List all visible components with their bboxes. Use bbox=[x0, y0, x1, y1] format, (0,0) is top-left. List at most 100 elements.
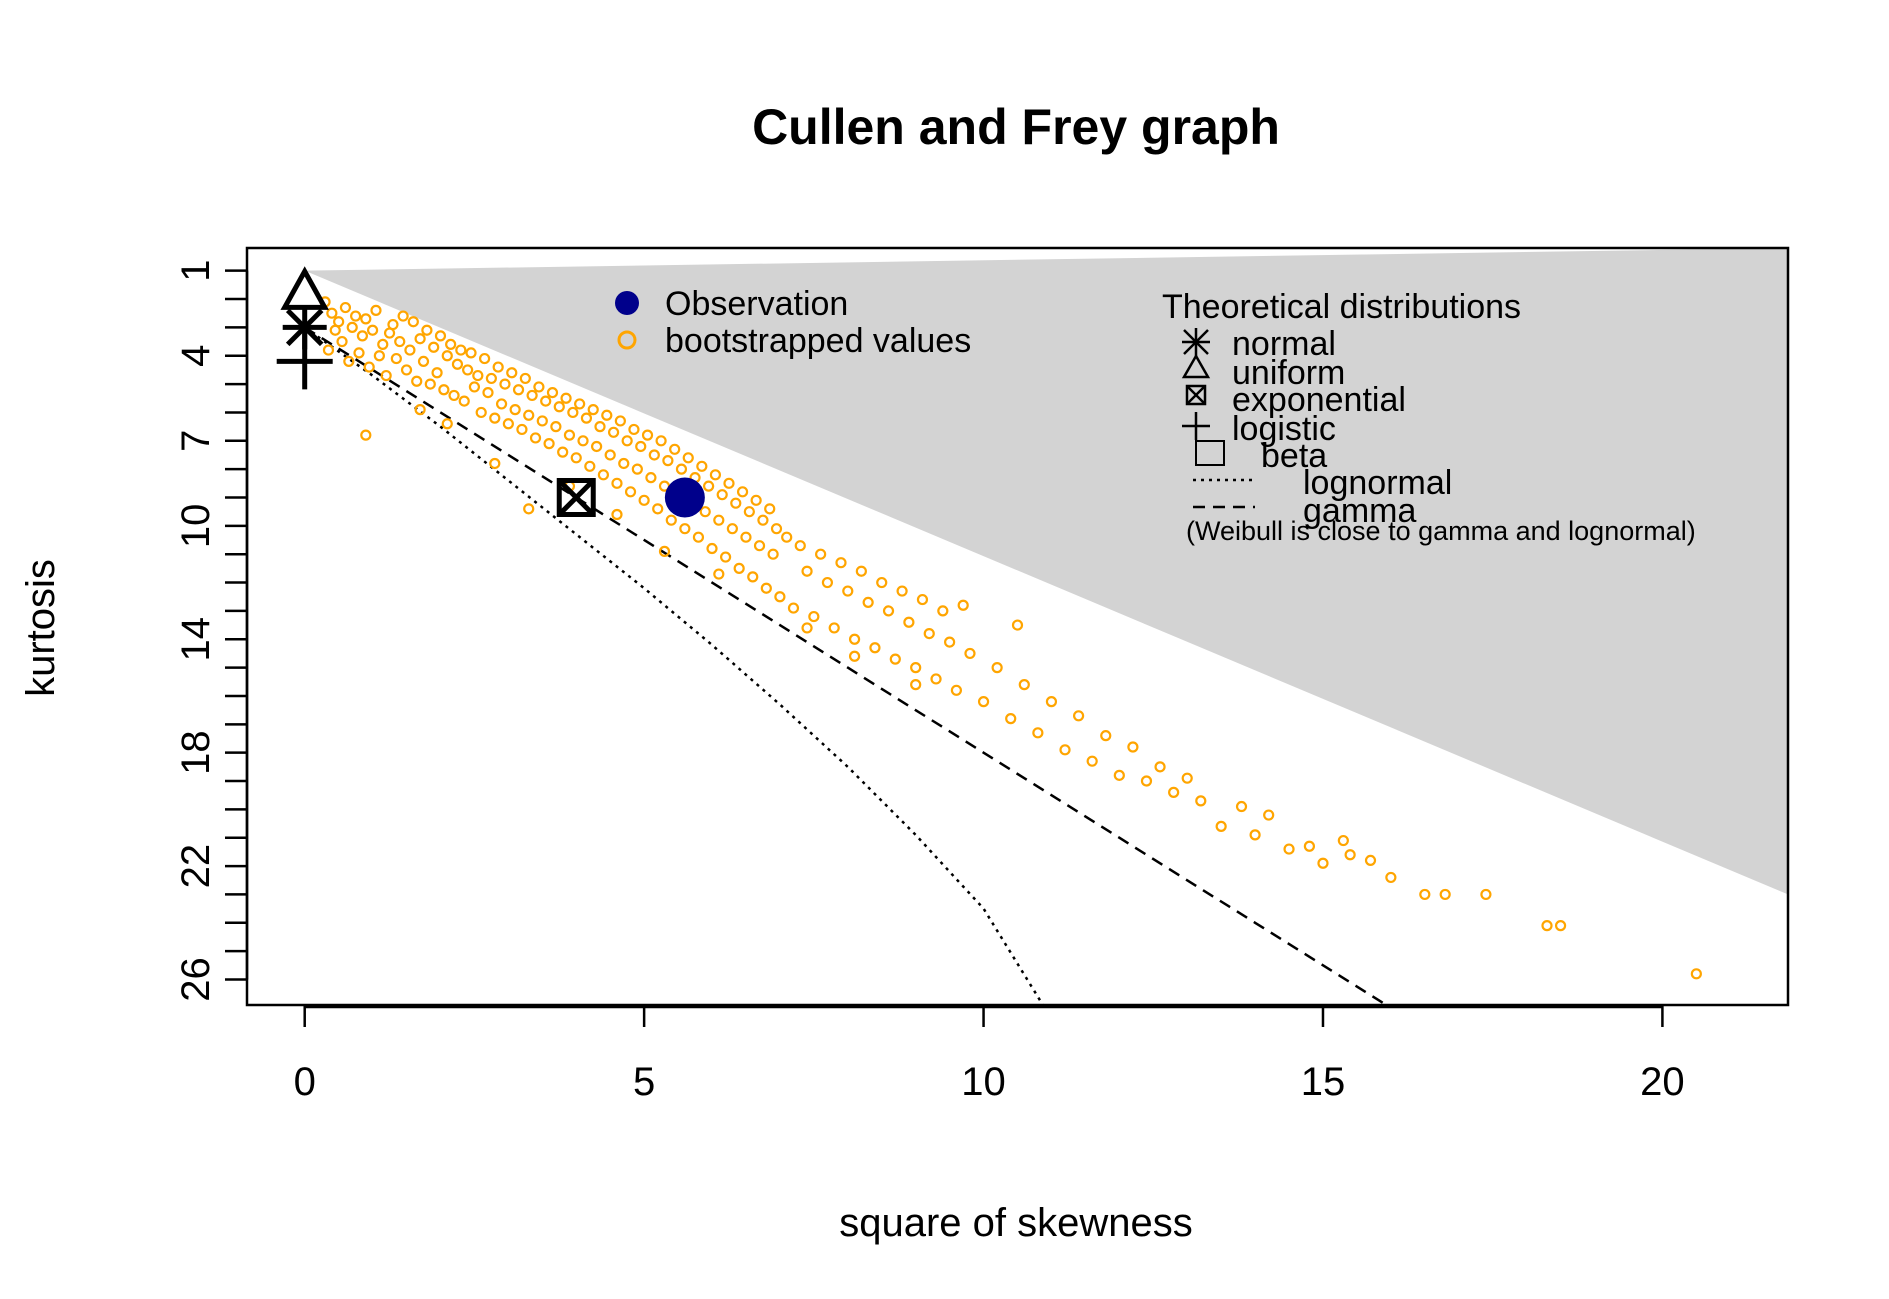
bootstrap-point bbox=[438, 384, 450, 396]
bootstrap-point bbox=[516, 423, 528, 436]
bootstrap-point bbox=[441, 350, 453, 362]
bootstrap-point bbox=[533, 381, 545, 393]
bootstrap-point bbox=[550, 421, 562, 433]
bootstrap-point bbox=[1303, 840, 1316, 852]
bootstrap-point bbox=[903, 616, 915, 628]
legend-theoretical-title: Theoretical distributions bbox=[1162, 288, 1521, 326]
bootstrap-point bbox=[648, 449, 660, 461]
bootstrap-point bbox=[618, 457, 630, 470]
bootstrap-point bbox=[774, 591, 786, 603]
bootstrap-point bbox=[363, 361, 375, 373]
bootstrap-point bbox=[709, 469, 722, 481]
bootstrap-point bbox=[896, 585, 908, 597]
bootstrap-point bbox=[506, 367, 518, 379]
bootstrap-point bbox=[977, 696, 990, 708]
bootstrap-point bbox=[682, 452, 694, 464]
bootstrap-point bbox=[1317, 857, 1329, 869]
bootstrap-point bbox=[387, 318, 399, 331]
bootstrap-point bbox=[770, 523, 783, 535]
bootstrap-point bbox=[753, 540, 766, 552]
bootstrap-point bbox=[1127, 741, 1139, 753]
bootstrap-point bbox=[964, 647, 976, 660]
bootstrap-point bbox=[614, 415, 626, 427]
bootstrap-point bbox=[1364, 854, 1377, 867]
gamma-line bbox=[304, 326, 1389, 1005]
bootstrap-point bbox=[787, 602, 800, 614]
bootstrap-point bbox=[760, 582, 772, 594]
bootstrap-point bbox=[889, 653, 901, 665]
bootstrap-point bbox=[828, 622, 840, 634]
theoretical-marks bbox=[276, 266, 596, 517]
bootstrap-point bbox=[546, 386, 559, 399]
bootstrap-point bbox=[930, 673, 942, 685]
theoretical-uniform-mark bbox=[280, 266, 329, 310]
bootstrap-point bbox=[655, 435, 667, 447]
bootstrap-point bbox=[801, 622, 813, 634]
bootstrap-point bbox=[1385, 871, 1397, 884]
bootstrap-point bbox=[652, 503, 664, 515]
theoretical-logistic-mark bbox=[276, 333, 333, 390]
bootstrap-point bbox=[553, 401, 565, 413]
bootstrap-point bbox=[1480, 888, 1492, 901]
bootstrap-point bbox=[397, 310, 409, 322]
bootstrap-point bbox=[567, 406, 579, 419]
bootstrap-point bbox=[597, 469, 609, 481]
bootstrap-point bbox=[333, 316, 345, 328]
bootstrap-point bbox=[485, 372, 497, 385]
bootstrap-point bbox=[509, 404, 521, 416]
x-tick-label: 0 bbox=[294, 1060, 316, 1104]
theoretical-exponential-mark bbox=[556, 477, 596, 517]
bootstrap-point bbox=[584, 460, 596, 472]
bootstrap-point bbox=[781, 531, 793, 543]
bootstrap-point bbox=[350, 310, 362, 322]
bootstrap-point bbox=[536, 415, 548, 427]
bootstrap-point bbox=[743, 506, 755, 518]
bootstrap-point bbox=[1005, 713, 1017, 725]
bootstrap-point bbox=[611, 508, 623, 521]
bootstrap-point bbox=[848, 633, 861, 645]
bootstrap-point bbox=[815, 548, 827, 560]
bootstrap-point bbox=[390, 352, 402, 365]
bootstrap-point bbox=[855, 565, 867, 577]
bootstrap-point bbox=[360, 313, 372, 325]
bootstrap-point bbox=[862, 596, 874, 609]
bootstrap-point bbox=[757, 514, 769, 526]
bootstrap-point bbox=[1215, 820, 1227, 832]
legend-weibull-note: (Weibull is close to gamma and lognormal… bbox=[1186, 516, 1696, 546]
bootstrap-point bbox=[1283, 843, 1295, 855]
bootstrap-point bbox=[448, 389, 460, 402]
bootstrap-point bbox=[611, 477, 623, 489]
bootstrap-point bbox=[478, 352, 491, 365]
bootstrap-point bbox=[645, 472, 657, 484]
bootstrap-point bbox=[726, 523, 738, 535]
bootstrap-point bbox=[1344, 849, 1356, 861]
bootstrap-point bbox=[526, 389, 538, 402]
bootstrap-point bbox=[431, 367, 443, 379]
bootstrap-point bbox=[716, 489, 728, 501]
bootstrap-point bbox=[455, 344, 467, 356]
bootstrap-point bbox=[336, 335, 348, 348]
bootstrap-point bbox=[750, 494, 762, 506]
bootstrap-point bbox=[719, 551, 732, 563]
bootstrap-point bbox=[937, 605, 949, 617]
bootstrap-point bbox=[434, 330, 447, 342]
bootstrap-point bbox=[1235, 800, 1248, 813]
bootstrap-point bbox=[570, 452, 582, 464]
x-tick-label: 5 bbox=[633, 1060, 655, 1104]
bootstrap-point bbox=[733, 562, 745, 574]
legend-observation-symbol bbox=[615, 291, 639, 315]
bootstrap-point bbox=[703, 480, 715, 492]
bootstrap-point bbox=[1690, 968, 1702, 980]
observation-point bbox=[664, 477, 705, 518]
bootstrap-point bbox=[360, 429, 372, 441]
beta-region bbox=[304, 248, 1788, 895]
bootstrap-point bbox=[577, 435, 589, 447]
bootstrap-point bbox=[523, 503, 535, 515]
bootstrap-point bbox=[394, 335, 406, 348]
bootstrap-point bbox=[458, 395, 470, 407]
bootstrap-point bbox=[421, 324, 433, 336]
bootstrap-point bbox=[495, 398, 508, 410]
bootstrap-point bbox=[631, 463, 643, 475]
